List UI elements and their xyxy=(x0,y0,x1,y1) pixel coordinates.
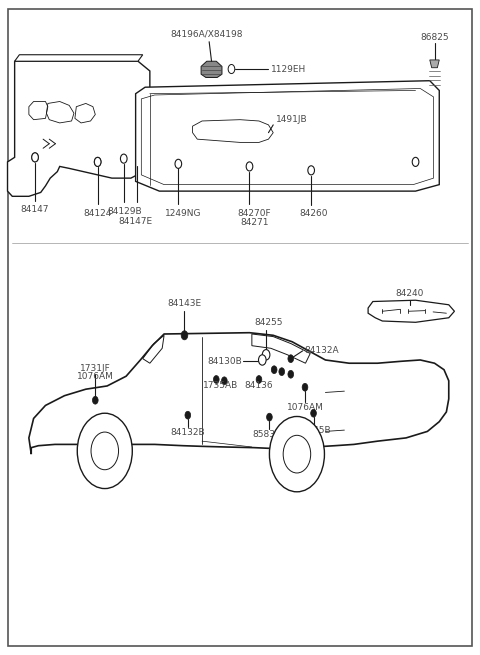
Circle shape xyxy=(283,436,311,473)
Bar xyxy=(29,73,42,87)
Polygon shape xyxy=(430,60,439,67)
Text: 1731JF: 1731JF xyxy=(80,364,111,373)
Text: 84132B: 84132B xyxy=(170,428,205,437)
Text: 1249NG: 1249NG xyxy=(165,209,201,217)
Circle shape xyxy=(302,383,308,391)
Text: 84132A: 84132A xyxy=(304,346,339,356)
Circle shape xyxy=(185,411,191,419)
Circle shape xyxy=(120,154,127,163)
Circle shape xyxy=(95,157,101,166)
Text: 1735AB: 1735AB xyxy=(203,381,238,390)
Circle shape xyxy=(311,409,316,417)
Text: 84270F: 84270F xyxy=(238,209,271,217)
Circle shape xyxy=(93,396,98,404)
Circle shape xyxy=(32,153,38,162)
Circle shape xyxy=(246,162,253,171)
Text: 1129EH: 1129EH xyxy=(271,65,306,73)
Text: 84129B: 84129B xyxy=(108,208,143,216)
Circle shape xyxy=(175,159,181,168)
Circle shape xyxy=(288,370,294,378)
Text: 84124: 84124 xyxy=(84,209,112,217)
Text: 84196A/X84198: 84196A/X84198 xyxy=(170,29,243,39)
Text: 1076AM: 1076AM xyxy=(287,403,324,413)
Circle shape xyxy=(221,377,227,384)
Polygon shape xyxy=(14,55,143,61)
Text: 84255: 84255 xyxy=(254,318,283,328)
Text: 1076AM: 1076AM xyxy=(77,372,114,381)
Text: 84240: 84240 xyxy=(396,290,424,298)
Circle shape xyxy=(32,153,38,162)
Circle shape xyxy=(288,355,294,363)
Text: 84130B: 84130B xyxy=(208,357,242,365)
Polygon shape xyxy=(201,61,222,77)
Text: 84143E: 84143E xyxy=(168,299,202,308)
Text: 84147E: 84147E xyxy=(119,217,153,226)
Text: 1491JB: 1491JB xyxy=(276,115,307,124)
Text: 84260: 84260 xyxy=(300,209,328,217)
Circle shape xyxy=(214,375,219,383)
Text: 84147: 84147 xyxy=(21,206,49,214)
Text: 84271: 84271 xyxy=(240,218,268,227)
Polygon shape xyxy=(29,333,449,454)
Circle shape xyxy=(77,413,132,489)
Bar xyxy=(76,126,88,136)
Circle shape xyxy=(271,365,277,373)
Text: 86825: 86825 xyxy=(420,33,449,42)
Circle shape xyxy=(412,157,419,166)
Circle shape xyxy=(228,64,235,73)
Circle shape xyxy=(269,417,324,492)
Circle shape xyxy=(256,375,262,383)
Text: 85834A: 85834A xyxy=(252,430,287,439)
Bar xyxy=(79,85,88,95)
Circle shape xyxy=(91,432,119,470)
Circle shape xyxy=(308,166,314,175)
Circle shape xyxy=(262,350,270,360)
Circle shape xyxy=(266,413,272,421)
Text: 84136: 84136 xyxy=(245,381,273,390)
Circle shape xyxy=(181,331,188,340)
Polygon shape xyxy=(8,61,150,196)
Circle shape xyxy=(279,367,285,375)
Circle shape xyxy=(259,355,266,365)
Circle shape xyxy=(95,157,101,166)
Text: 84145B: 84145B xyxy=(296,426,331,435)
Polygon shape xyxy=(136,81,439,191)
Polygon shape xyxy=(368,300,455,322)
